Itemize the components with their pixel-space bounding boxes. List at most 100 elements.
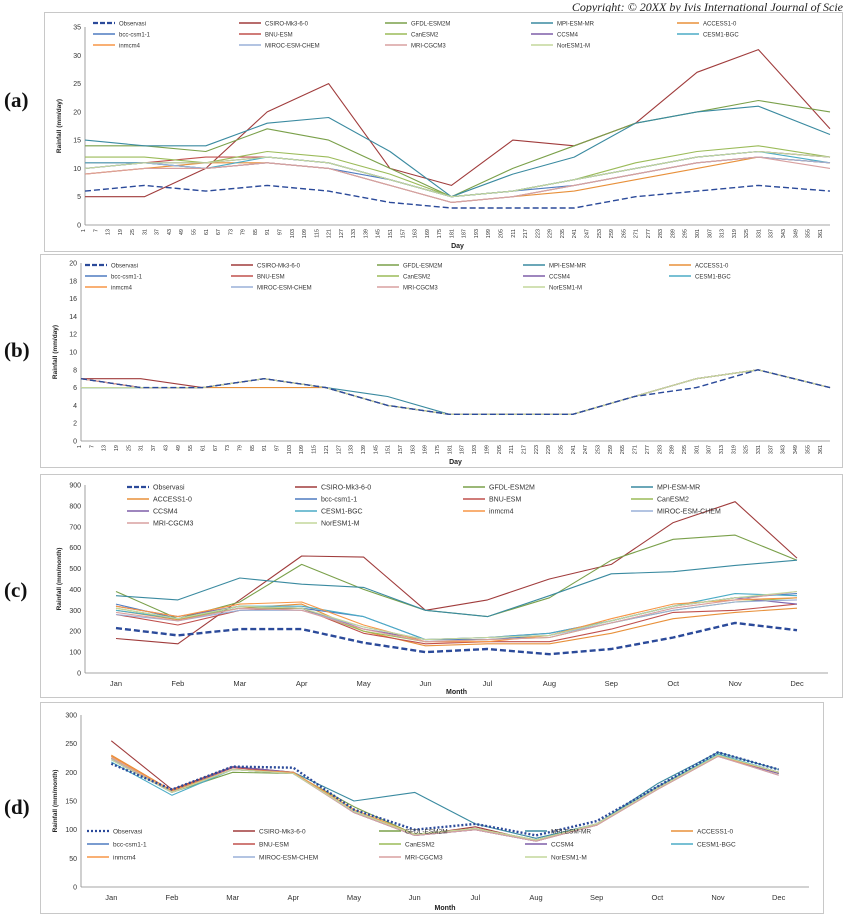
x-tick-label: 277 xyxy=(645,445,651,454)
y-tick-label: 100 xyxy=(65,827,77,834)
x-tick-label: 307 xyxy=(707,445,713,454)
legend-label-noresm1-m: NorESM1-M xyxy=(551,855,587,862)
x-tick-label: May xyxy=(347,893,361,902)
series-line-csiro-mk3-6-0 xyxy=(115,501,798,645)
series-line-gfdl-esm2m xyxy=(85,99,831,198)
x-tick-label: 139 xyxy=(361,445,367,454)
series-line-bnu-esm xyxy=(115,603,798,645)
series-line-mpi-esm-mr xyxy=(115,559,798,618)
x-tick-label: 43 xyxy=(163,445,169,451)
x-tick-label: 193 xyxy=(474,229,480,238)
x-tick-label: 115 xyxy=(314,229,320,238)
series-line-observasi xyxy=(84,184,831,209)
x-tick-label: 31 xyxy=(142,229,148,235)
series-line-noresm1-m xyxy=(84,150,831,198)
x-tick-label: 289 xyxy=(670,445,676,454)
x-tick-label: 145 xyxy=(373,445,379,454)
legend-label-bcc-csm1-1: bcc-csm1-1 xyxy=(321,497,357,504)
series-line-ccsm4 xyxy=(115,597,798,641)
y-tick-label: 14 xyxy=(69,314,77,321)
legend-label-bcc-csm1-1: bcc-csm1-1 xyxy=(111,275,143,281)
x-tick-label: 295 xyxy=(683,229,689,238)
chart-c: 0 100 200 300 400 500 600 700 800 900 Jan Feb Mar Apr… xyxy=(56,483,828,696)
x-tick-label: Nov xyxy=(728,679,742,688)
series-line-inmcm4 xyxy=(80,369,831,415)
x-tick-label: 193 xyxy=(472,445,478,454)
x-tick-label: Jan xyxy=(110,679,122,688)
x-tick-label: Nov xyxy=(711,893,725,902)
y-tick-label: 300 xyxy=(65,713,77,720)
legend-label-bnu-esm: BNU-ESM xyxy=(257,275,285,281)
x-tick-label: 91 xyxy=(262,445,268,451)
series-line-mpi-esm-mr xyxy=(111,751,779,839)
x-tick-label: 127 xyxy=(336,445,342,454)
legend-label-gfdl-esm2m: GFDL-ESM2M xyxy=(405,829,448,836)
legend-label-mpi-esm-mr: MPI-ESM-MR xyxy=(551,829,591,836)
series-line-ccsm4 xyxy=(80,369,831,415)
y-tick-label: 0 xyxy=(73,885,77,892)
x-tick-label: 61 xyxy=(200,445,206,451)
series-line-gfdl-esm2m xyxy=(111,753,779,841)
x-tick-label: 73 xyxy=(225,445,231,451)
x-tick-label: 343 xyxy=(781,229,787,238)
series-line-gfdl-esm2m xyxy=(115,534,798,620)
x-tick-label: 229 xyxy=(546,445,552,454)
y-tick-label: 10 xyxy=(69,350,77,357)
x-tick-label: 121 xyxy=(324,445,330,454)
series-line-csiro-mk3-6-0 xyxy=(85,49,831,198)
x-tick-label: 175 xyxy=(437,229,443,238)
y-tick-label: 300 xyxy=(69,608,81,615)
x-tick-label: Sep xyxy=(590,893,603,902)
x-tick-label: 103 xyxy=(287,445,293,454)
y-tick-label: 25 xyxy=(73,81,81,88)
series-line-bnu-esm xyxy=(80,369,831,415)
x-tick-label: 19 xyxy=(118,229,124,235)
y-tick-label: 15 xyxy=(73,138,81,145)
x-tick-label: 355 xyxy=(805,445,811,454)
x-tick-label: 157 xyxy=(400,229,406,238)
chart-panel-a: 0 5 10 15 20 25 30 35 1 7 13 19 25 31 37 43 49 55 61 67 73 79… xyxy=(44,12,843,252)
legend-label-mpi-esm-mr: MPI-ESM-MR xyxy=(657,485,700,492)
legend-label-observasi: Observasi xyxy=(113,829,142,836)
x-tick-label: 25 xyxy=(126,445,132,451)
series-line-cesm1-bgc xyxy=(81,369,831,415)
x-tick-label: 307 xyxy=(707,229,713,238)
y-tick-label: 10 xyxy=(73,166,81,173)
y-tick-label: 600 xyxy=(69,545,81,552)
x-tick-label: 331 xyxy=(756,445,762,454)
legend-label-cesm1-bgc: CESM1-BGC xyxy=(321,509,363,516)
series-line-canesm2 xyxy=(111,754,779,841)
x-tick-label: 91 xyxy=(265,229,271,235)
x-tick-label: 361 xyxy=(818,229,824,238)
x-tick-label: 133 xyxy=(351,229,357,238)
legend-label-bnu-esm: BNU-ESM xyxy=(489,497,521,504)
x-tick-label: Oct xyxy=(667,679,680,688)
x-tick-label: 115 xyxy=(312,445,318,454)
legend-label-ccsm4: CCSM4 xyxy=(557,33,579,39)
series-line-mri-cgcm3 xyxy=(84,156,831,203)
x-tick-label: 187 xyxy=(462,229,468,238)
series-line-csiro-mk3-6-0 xyxy=(110,740,779,842)
x-tick-label: 85 xyxy=(253,229,259,235)
x-tick-label: Jun xyxy=(419,679,431,688)
x-tick-label: 313 xyxy=(720,229,726,238)
x-tick-label: 1 xyxy=(77,445,83,448)
x-tick-label: 181 xyxy=(447,445,453,454)
y-tick-label: 20 xyxy=(73,109,81,116)
legend-label-ccsm4: CCSM4 xyxy=(153,509,178,516)
x-tick-label: 109 xyxy=(302,229,308,238)
x-tick-label: 319 xyxy=(732,229,738,238)
legend-label-observasi: Observasi xyxy=(111,264,138,270)
x-tick-label: 169 xyxy=(425,229,431,238)
x-tick-label: 235 xyxy=(559,445,565,454)
x-tick-label: 283 xyxy=(658,229,664,238)
x-tick-label: 121 xyxy=(327,229,333,238)
x-tick-label: 247 xyxy=(584,229,590,238)
legend-label-canesm2: CanESM2 xyxy=(405,842,435,849)
x-tick-label: 259 xyxy=(608,445,614,454)
legend-label-inmcm4: inmcm4 xyxy=(113,855,136,862)
x-tick-label: 199 xyxy=(486,229,492,238)
x-tick-label: 283 xyxy=(657,445,663,454)
legend-label-csiro-mk3-6-0: CSIRO-Mk3-6-0 xyxy=(265,22,309,28)
chart-panel-b: 0 2 4 6 8 10 12 14 16 18 20 1 7 13 19 25 31 37 43 49 55 61 67 7… xyxy=(40,254,843,468)
